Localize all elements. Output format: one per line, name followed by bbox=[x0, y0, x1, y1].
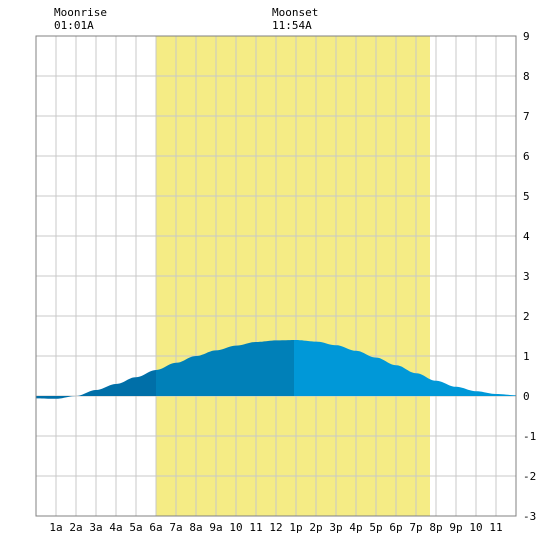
y-tick-label: -2 bbox=[523, 470, 536, 483]
y-tick-label: 1 bbox=[523, 350, 530, 363]
x-tick-label: 11 bbox=[249, 521, 262, 534]
x-tick-label: 7p bbox=[409, 521, 422, 534]
tide-area-night-evening bbox=[430, 379, 516, 396]
x-tick-label: 9p bbox=[449, 521, 462, 534]
x-tick-label: 6a bbox=[149, 521, 162, 534]
x-tick-label: 11 bbox=[489, 521, 502, 534]
y-tick-label: 6 bbox=[523, 150, 530, 163]
y-tick-label: 0 bbox=[523, 390, 530, 403]
x-tick-label: 6p bbox=[389, 521, 402, 534]
x-tick-label: 4a bbox=[109, 521, 122, 534]
moonset-label: Moonset bbox=[272, 6, 319, 19]
y-tick-label: -3 bbox=[523, 510, 536, 523]
x-tick-label: 8p bbox=[429, 521, 442, 534]
moonset-time: 11:54A bbox=[272, 19, 312, 32]
tide-area-night-morning bbox=[36, 370, 156, 399]
y-tick-label: 8 bbox=[523, 70, 530, 83]
x-tick-label: 4p bbox=[349, 521, 362, 534]
y-tick-label: 9 bbox=[523, 30, 530, 43]
x-tick-label: 9a bbox=[209, 521, 222, 534]
x-tick-label: 10 bbox=[469, 521, 482, 534]
tide-area-afternoon bbox=[294, 340, 430, 396]
y-tick-label: 5 bbox=[523, 190, 530, 203]
x-tick-label: 10 bbox=[229, 521, 242, 534]
y-tick-label: -1 bbox=[523, 430, 536, 443]
x-tick-label: 8a bbox=[189, 521, 202, 534]
x-tick-label: 7a bbox=[169, 521, 182, 534]
x-tick-label: 2p bbox=[309, 521, 322, 534]
x-tick-label: 3p bbox=[329, 521, 342, 534]
x-tick-label: 3a bbox=[89, 521, 102, 534]
y-tick-label: 4 bbox=[523, 230, 530, 243]
x-tick-label: 1p bbox=[289, 521, 302, 534]
moonrise-label: Moonrise bbox=[54, 6, 107, 19]
tide-area-morning bbox=[156, 340, 294, 396]
plot-border bbox=[35, 35, 517, 517]
y-tick-label: 7 bbox=[523, 110, 530, 123]
moonrise-time: 01:01A bbox=[54, 19, 94, 32]
y-tick-label: 2 bbox=[523, 310, 530, 323]
y-tick-label: 3 bbox=[523, 270, 530, 283]
x-tick-label: 1a bbox=[49, 521, 62, 534]
x-tick-label: 5a bbox=[129, 521, 142, 534]
x-tick-label: 12 bbox=[269, 521, 282, 534]
x-tick-label: 5p bbox=[369, 521, 382, 534]
x-tick-label: 2a bbox=[69, 521, 82, 534]
